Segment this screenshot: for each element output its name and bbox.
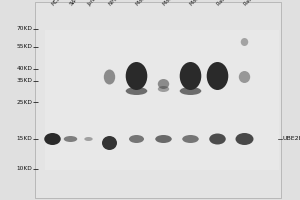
Ellipse shape — [104, 70, 115, 84]
FancyBboxPatch shape — [34, 2, 280, 198]
Text: Rat heart: Rat heart — [216, 0, 236, 7]
Ellipse shape — [64, 136, 77, 142]
Text: 35KD: 35KD — [16, 78, 32, 84]
Text: 70KD: 70KD — [16, 26, 32, 31]
Text: MCF-7: MCF-7 — [51, 0, 65, 7]
Ellipse shape — [180, 87, 201, 95]
Text: Mouse heart: Mouse heart — [135, 0, 160, 7]
Ellipse shape — [182, 135, 199, 143]
Ellipse shape — [102, 136, 117, 150]
Text: 40KD: 40KD — [16, 66, 32, 72]
Ellipse shape — [241, 38, 248, 46]
Ellipse shape — [209, 134, 226, 144]
Text: NIH3T3: NIH3T3 — [108, 0, 124, 7]
Ellipse shape — [158, 86, 169, 92]
Ellipse shape — [44, 133, 61, 145]
Ellipse shape — [180, 62, 201, 90]
Text: 15KD: 15KD — [16, 136, 32, 142]
Text: Mouse skeletal muscle: Mouse skeletal muscle — [189, 0, 232, 7]
Text: 10KD: 10KD — [16, 166, 32, 171]
Text: Jurkat: Jurkat — [87, 0, 101, 7]
Text: Mouse brain: Mouse brain — [162, 0, 187, 7]
Ellipse shape — [239, 71, 250, 83]
Text: Rat brain: Rat brain — [243, 0, 262, 7]
Ellipse shape — [207, 62, 228, 90]
Text: 25KD: 25KD — [16, 99, 32, 104]
Ellipse shape — [155, 135, 172, 143]
Text: UBE2B: UBE2B — [283, 136, 300, 142]
Ellipse shape — [126, 87, 147, 95]
Ellipse shape — [129, 135, 144, 143]
FancyBboxPatch shape — [45, 30, 279, 170]
Ellipse shape — [84, 137, 93, 141]
Ellipse shape — [126, 62, 147, 90]
Text: SW480: SW480 — [69, 0, 85, 7]
Ellipse shape — [236, 133, 253, 145]
Text: 55KD: 55KD — [16, 45, 32, 49]
Ellipse shape — [158, 79, 169, 89]
